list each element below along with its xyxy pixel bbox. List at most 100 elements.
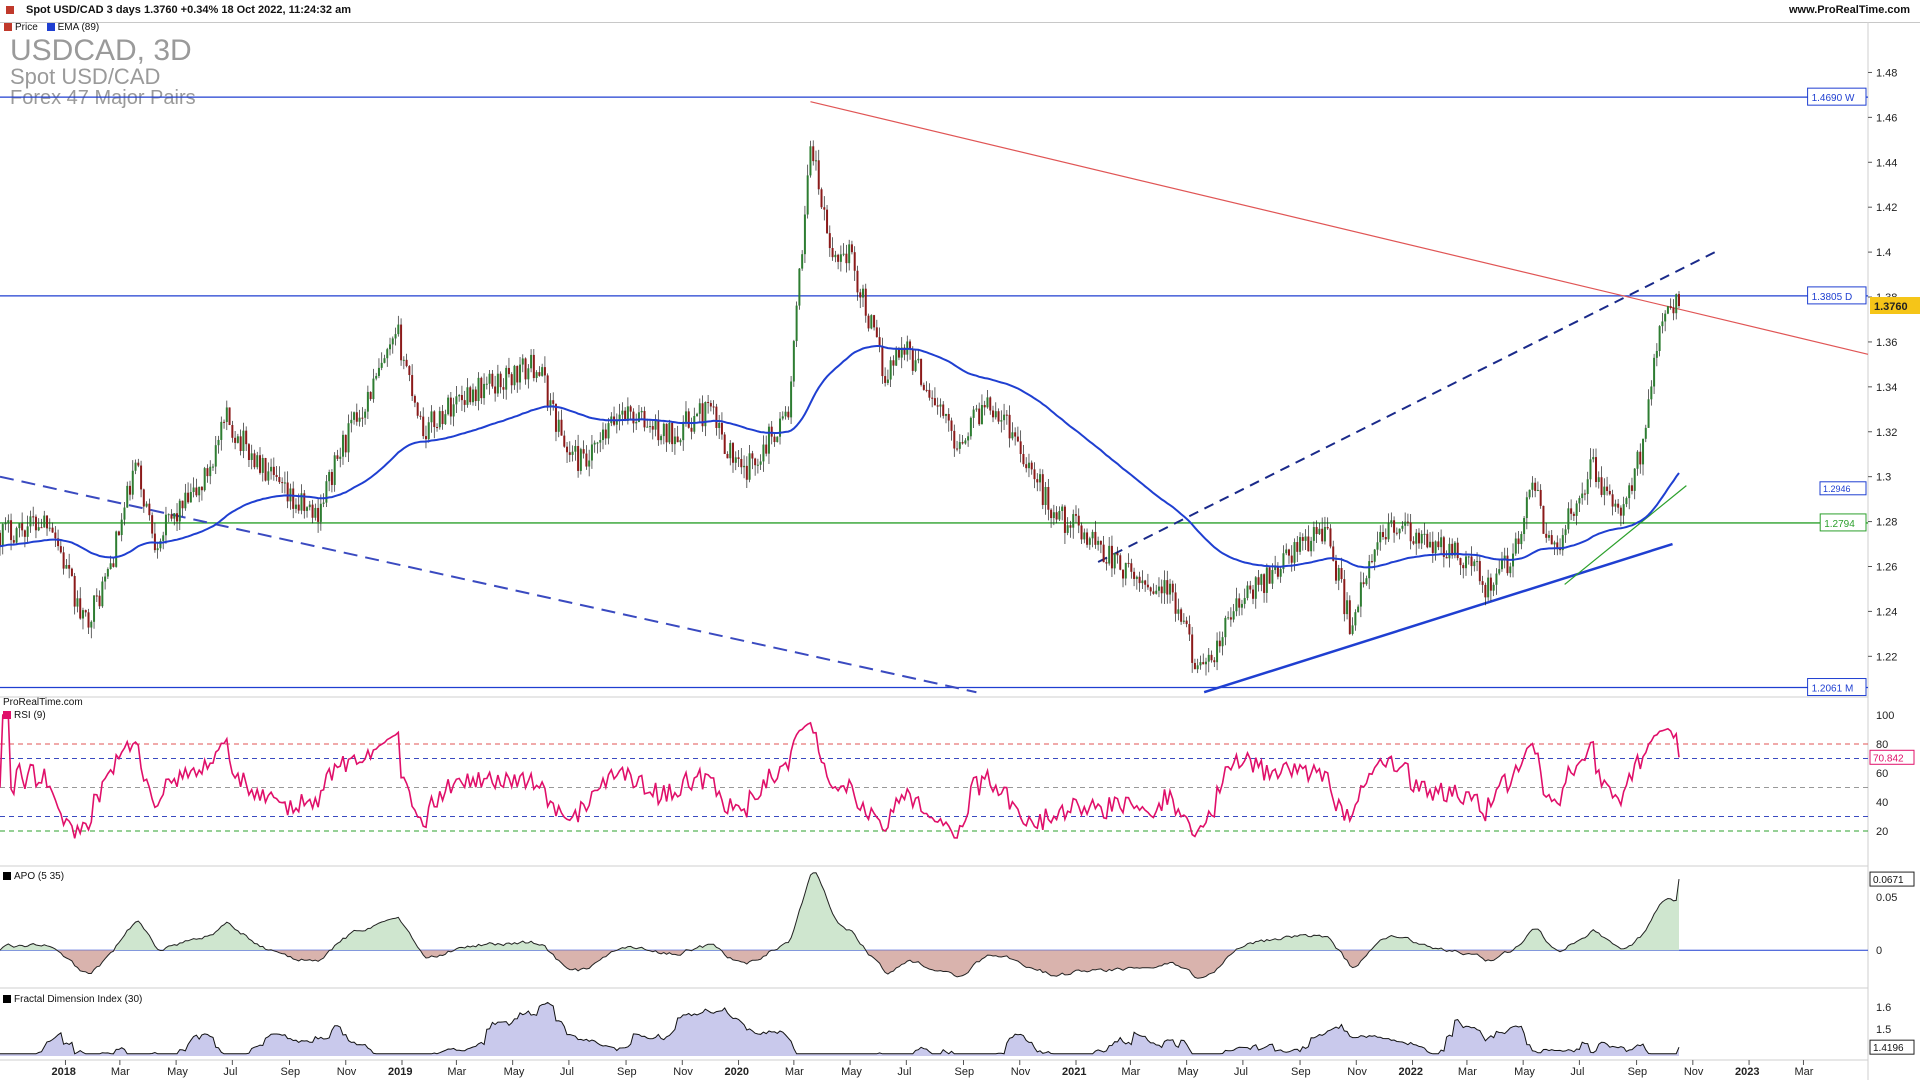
candle-body xyxy=(242,430,245,452)
candle-body xyxy=(391,338,394,345)
candle-body xyxy=(549,400,552,408)
candle-body xyxy=(322,502,325,504)
candle-body xyxy=(1216,640,1219,663)
candle-body xyxy=(101,581,104,607)
candle-body xyxy=(1495,573,1498,585)
candle-body xyxy=(1058,510,1061,520)
candle-body xyxy=(70,568,73,576)
candle-body xyxy=(129,485,132,495)
candle-body xyxy=(26,526,29,537)
trendline-blue-dashed-low xyxy=(0,475,977,694)
candle-body xyxy=(972,409,975,418)
candle-body xyxy=(920,358,923,385)
candle-body xyxy=(369,391,372,400)
apo-positive-area xyxy=(0,872,1679,951)
x-tick-label: Jul xyxy=(897,1066,911,1078)
candle-body xyxy=(798,268,801,306)
candle-body xyxy=(944,414,947,416)
candle-body xyxy=(1606,486,1609,491)
level-label: 1.2061 M xyxy=(1812,684,1854,695)
candle-body xyxy=(1055,512,1058,520)
level-label-box xyxy=(1819,513,1867,532)
candle-body xyxy=(1160,586,1163,594)
candle-body xyxy=(1658,326,1661,351)
candle-body xyxy=(1406,521,1409,523)
candle-body xyxy=(1210,654,1213,661)
fdi-panel xyxy=(0,1001,1680,1056)
candle-body xyxy=(1141,580,1144,584)
fdi-title-label: Fractal Dimension Index (30) xyxy=(14,994,143,1005)
candle-body xyxy=(1395,532,1398,534)
candle-body xyxy=(527,368,530,380)
candle-body xyxy=(1401,525,1404,529)
candle-body xyxy=(303,493,306,511)
candle-body xyxy=(1127,562,1130,564)
candle-body xyxy=(698,403,701,414)
candle-body xyxy=(1130,563,1133,572)
candle-body xyxy=(1218,640,1221,647)
candle-body xyxy=(1669,306,1672,308)
candle-body xyxy=(989,397,992,411)
candle-body xyxy=(206,468,209,477)
candle-body xyxy=(637,412,640,422)
candle-body xyxy=(176,513,179,522)
candle-body xyxy=(469,387,472,403)
candle-body xyxy=(1362,582,1365,585)
candle-body xyxy=(167,514,170,516)
candle-body xyxy=(1232,611,1235,620)
candle-body xyxy=(1166,580,1169,595)
x-tick-label: Sep xyxy=(1628,1066,1648,1078)
candle-body xyxy=(665,423,668,443)
candle-body xyxy=(1354,612,1357,626)
candle-body xyxy=(350,419,353,424)
legend-price[interactable]: Price xyxy=(4,22,38,33)
candle-body xyxy=(795,305,798,342)
candle-body xyxy=(1008,414,1011,439)
candle-body xyxy=(109,563,112,570)
candle-body xyxy=(748,453,751,480)
candle-body xyxy=(720,422,723,435)
candle-body xyxy=(364,411,367,418)
candle-body xyxy=(181,500,184,509)
current-price-badge xyxy=(1870,297,1920,314)
candle-body xyxy=(740,459,743,468)
candle-body xyxy=(579,449,582,471)
candle-body xyxy=(460,395,463,401)
candle-body xyxy=(270,466,273,472)
candle-body xyxy=(590,444,593,461)
candle-body xyxy=(1157,586,1160,591)
candle-body xyxy=(1465,556,1468,569)
candle-body xyxy=(1296,542,1299,552)
candle-body xyxy=(911,348,914,371)
x-tick-label: 2019 xyxy=(388,1066,412,1078)
candle-body xyxy=(452,404,455,417)
candle-body xyxy=(1445,556,1448,559)
candle-body xyxy=(458,395,461,397)
candle-body xyxy=(599,440,602,443)
candle-body xyxy=(1556,542,1559,548)
candle-body xyxy=(126,485,129,508)
candle-body xyxy=(1622,504,1625,516)
candle-body xyxy=(1572,513,1575,516)
panel-frames xyxy=(0,22,1869,1080)
candle-body xyxy=(1030,462,1033,470)
candle-body xyxy=(463,400,466,405)
legend-ema[interactable]: EMA (89) xyxy=(46,22,99,33)
candle-body xyxy=(1260,574,1263,585)
candle-body xyxy=(734,457,737,463)
candle-body xyxy=(1561,535,1564,551)
candle-body xyxy=(311,504,314,518)
candle-body xyxy=(1379,532,1382,543)
candle-body xyxy=(1063,506,1066,533)
candle-body xyxy=(1014,432,1017,437)
candle-body xyxy=(1193,662,1196,670)
legend-price-label: Price xyxy=(15,22,38,33)
candle-body xyxy=(228,407,231,425)
x-tick-label: 2018 xyxy=(51,1066,75,1078)
site-link[interactable]: www.ProRealTime.com xyxy=(1788,4,1910,16)
fdi-tick-label: 1.6 xyxy=(1876,1002,1891,1014)
candle-body xyxy=(1108,545,1111,564)
price-tick-label: 1.46 xyxy=(1876,112,1897,124)
candle-body xyxy=(1426,533,1429,548)
